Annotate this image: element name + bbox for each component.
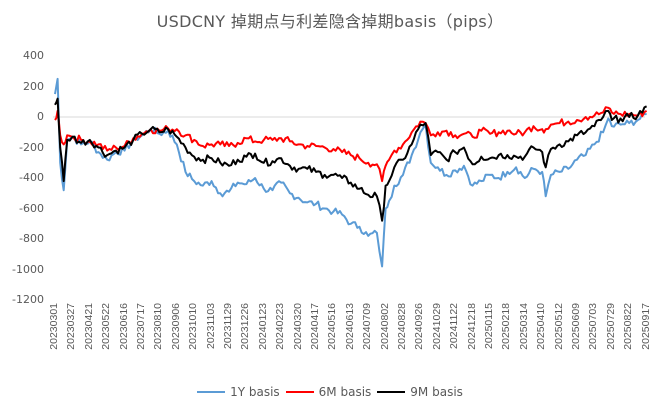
y-tick-label: 400: [23, 49, 44, 62]
legend: 1Y basis 6M basis 9M basis: [0, 385, 660, 399]
chart-title: USDCNY 掉期点与利差隐含掉期basis（pips）: [156, 12, 504, 31]
y-tick-label: 200: [23, 79, 44, 93]
legend-swatch-1y: [197, 391, 226, 393]
y-tick-label: -1200: [12, 293, 44, 306]
y-tick-label: 0: [37, 110, 44, 123]
legend-label-1y: 1Y basis: [230, 385, 280, 399]
series-line-1y-basis: [54, 77, 647, 268]
legend-item-6m: 6M basis: [285, 385, 372, 399]
y-tick-label: -1000: [12, 262, 44, 276]
legend-swatch-9m: [377, 391, 406, 393]
legend-swatch-6m: [285, 391, 314, 393]
y-tick-label: -600: [19, 201, 44, 215]
legend-item-9m: 9M basis: [377, 385, 463, 399]
legend-label-6m: 6M basis: [318, 385, 372, 399]
legend-item-1y: 1Y basis: [197, 385, 280, 399]
y-tick-label: -800: [19, 232, 44, 245]
series-line-9m-basis: [54, 97, 648, 222]
y-tick-label: -200: [19, 140, 44, 154]
legend-label-9m: 9M basis: [410, 385, 463, 399]
series-layer: [54, 77, 648, 268]
y-tick-label: -400: [19, 171, 44, 184]
series-line-6m-basis: [54, 106, 648, 183]
